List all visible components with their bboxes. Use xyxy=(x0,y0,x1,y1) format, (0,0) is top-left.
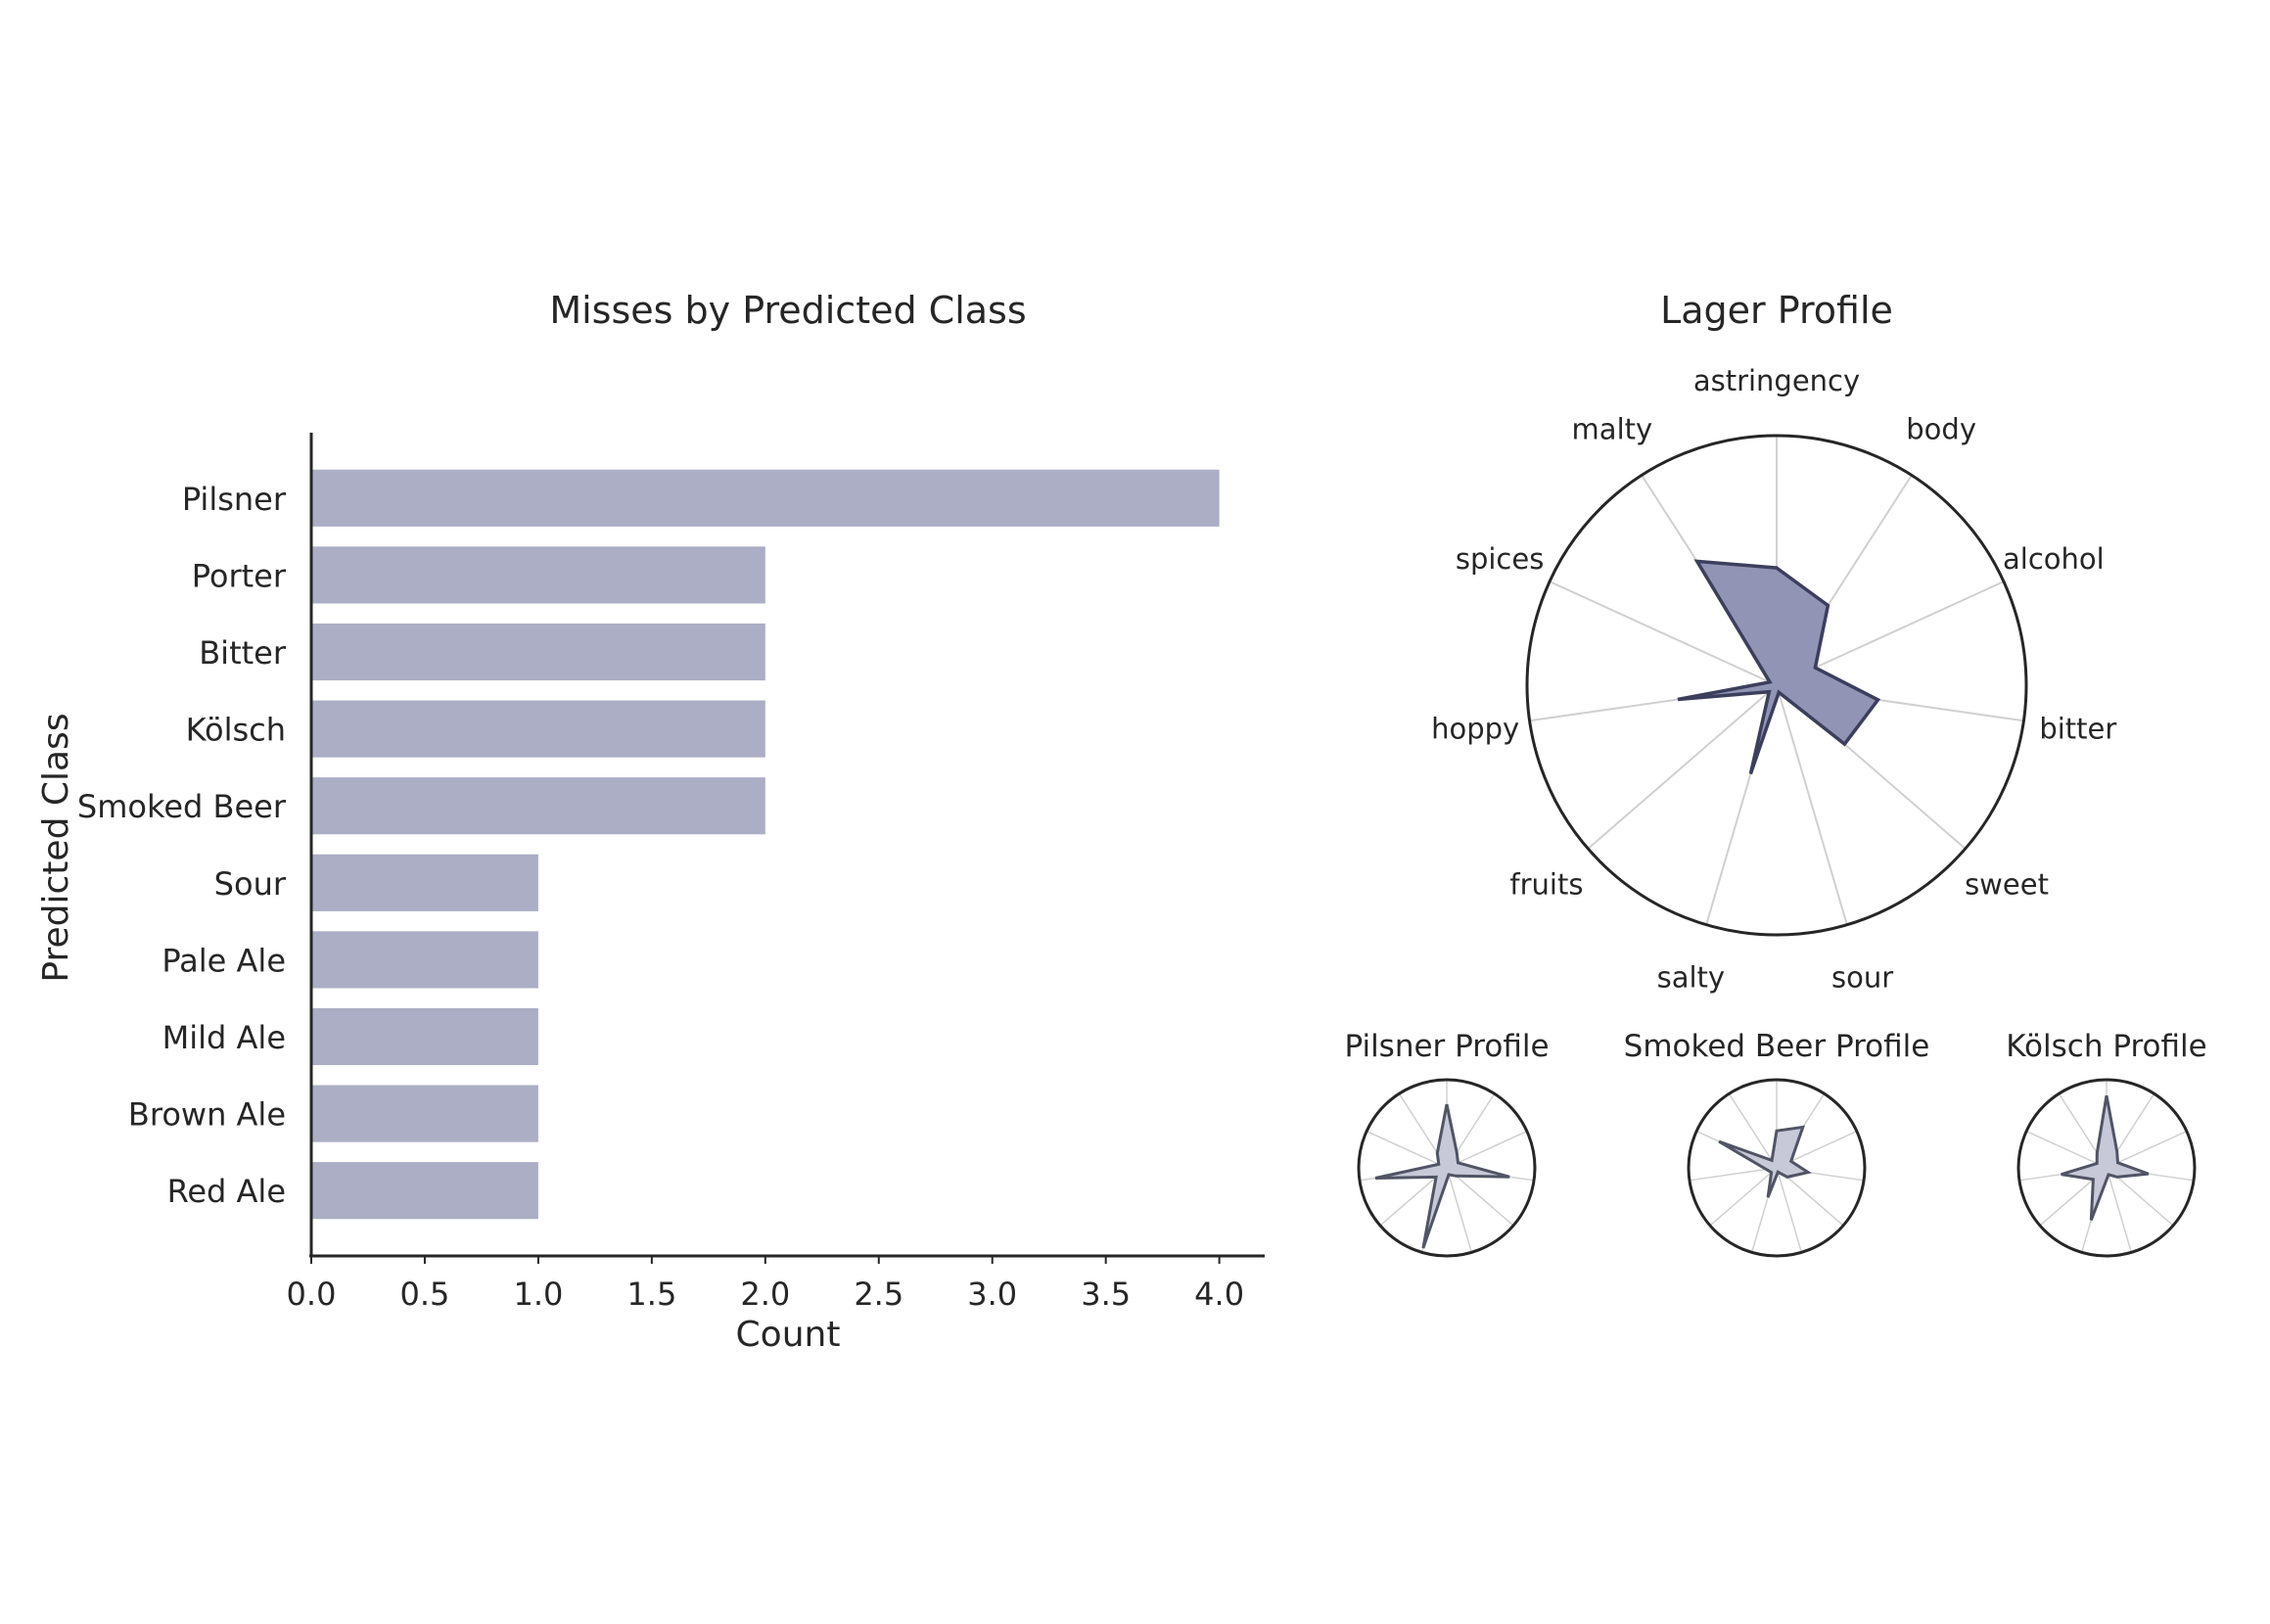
spoke-fruits xyxy=(1587,684,1778,850)
bar-red-ale xyxy=(311,1162,538,1220)
kolsch-radar-title: Kölsch Profile xyxy=(2006,1029,2206,1064)
y-tick-label-bitter: Bitter xyxy=(199,634,287,672)
spoke-sour xyxy=(1776,684,1848,925)
lager-radar-plot: astringency body alcohol bitter sweet sour sal… xyxy=(1431,364,2116,994)
bar-kolsch xyxy=(311,700,765,758)
pilsner-radar-title: Pilsner Profile xyxy=(1344,1029,1549,1064)
bar-porter xyxy=(311,546,765,604)
radar-outline xyxy=(1357,1078,1537,1258)
spoke-alcohol xyxy=(2106,1130,2188,1169)
radar-outline xyxy=(2016,1078,2197,1258)
radar-label-sweet: sweet xyxy=(1965,868,2049,902)
y-tick-label-porter: Porter xyxy=(192,557,287,594)
radar-label-spices: spices xyxy=(1456,542,1544,576)
radar-label-alcohol: alcohol xyxy=(2003,542,2105,576)
bar-smoked-beer xyxy=(311,777,765,835)
bar-sour xyxy=(311,854,538,911)
x-tick-label: 3.0 xyxy=(967,1276,1017,1313)
bar-mild-ale xyxy=(311,1007,538,1066)
spoke-spices xyxy=(1366,1130,1448,1169)
spoke-malty xyxy=(1728,1092,1778,1169)
x-tick-label: 3.5 xyxy=(1081,1276,1131,1313)
pilsner-radar-plot xyxy=(1357,1078,1537,1258)
spoke-hoppy xyxy=(1689,1167,1778,1182)
y-tick-label-kolsch: Kölsch xyxy=(186,712,286,749)
radar-outline xyxy=(1687,1078,1867,1258)
lager-radar-title: Lager Profile xyxy=(1660,289,1893,332)
radar-label-body: body xyxy=(1906,412,1976,445)
spoke-alcohol xyxy=(1446,1130,1528,1169)
radar-label-hoppy: hoppy xyxy=(1431,712,1519,745)
x-tick-label: 0.5 xyxy=(400,1276,450,1313)
y-tick-label-red-ale: Red Ale xyxy=(167,1173,286,1210)
y-tick-labels: Pilsner Porter Bitter Kölsch Smoked Beer Sour… xyxy=(77,481,287,1210)
kolsch-radar: Kölsch Profile xyxy=(2006,1029,2207,1258)
x-axis-label: Count xyxy=(736,1315,841,1355)
radar-polygon xyxy=(1677,559,1881,775)
spoke-fruits xyxy=(1709,1167,1778,1227)
radar-label-sour: sour xyxy=(1831,960,1893,994)
x-tick-label: 1.5 xyxy=(626,1276,676,1313)
y-tick-label-sour: Sour xyxy=(214,865,287,903)
y-tick-label-mild-ale: Mild Ale xyxy=(162,1019,286,1056)
y-axis-label: Predicted Class xyxy=(36,713,76,982)
bar-pilsner xyxy=(311,469,1220,527)
x-tick-label: 0.0 xyxy=(287,1276,337,1313)
bar-chart: Misses by Predicted Class 0.0 0.5 1.0 1.5 2.… xyxy=(36,289,1265,1355)
bar-chart-title: Misses by Predicted Class xyxy=(549,289,1026,332)
x-tick-label: 1.0 xyxy=(513,1276,563,1313)
smoked-beer-radar-title: Smoked Beer Profile xyxy=(1624,1029,1930,1064)
radar-label-salty: salty xyxy=(1657,960,1725,994)
radar-polygon xyxy=(1374,1103,1510,1249)
radar-polygon xyxy=(1718,1125,1812,1198)
x-tick-label: 2.0 xyxy=(740,1276,790,1313)
y-tick-label-brown-ale: Brown Ale xyxy=(128,1096,286,1134)
bar-plot-area xyxy=(311,469,1220,1220)
smoked-beer-radar-plot xyxy=(1687,1078,1867,1258)
radar-label-astringency: astringency xyxy=(1693,364,1860,397)
radar-label-bitter: bitter xyxy=(2039,712,2116,745)
lager-radar: Lager Profile astringency body alcohol bitt… xyxy=(1431,289,2116,994)
y-tick-label-pilsner: Pilsner xyxy=(182,481,287,518)
spoke-sour xyxy=(1776,1167,1803,1253)
radar-outline xyxy=(1525,434,2028,937)
y-tick-label-smoked-beer: Smoked Beer xyxy=(77,788,287,825)
y-tick-label-pale-ale: Pale Ale xyxy=(162,942,286,979)
bar-bitter xyxy=(311,623,765,681)
spoke-sour xyxy=(1446,1167,1473,1253)
x-tick-label: 2.5 xyxy=(854,1276,903,1313)
bar-brown-ale xyxy=(311,1085,538,1142)
x-tick-labels: 0.0 0.5 1.0 1.5 2.0 2.5 3.0 3.5 4.0 xyxy=(287,1256,1244,1313)
pilsner-radar: Pilsner Profile xyxy=(1344,1029,1550,1258)
spoke-spices xyxy=(1549,580,1778,686)
kolsch-radar-plot xyxy=(2016,1078,2197,1258)
bar-pale-ale xyxy=(311,931,538,989)
x-tick-label: 4.0 xyxy=(1194,1276,1244,1313)
smoked-beer-radar: Smoked Beer Profile xyxy=(1624,1029,1930,1258)
radar-label-malty: malty xyxy=(1572,412,1653,445)
spoke-spices xyxy=(2025,1130,2108,1169)
spoke-sour xyxy=(2106,1167,2133,1253)
radar-polygon xyxy=(2061,1094,2150,1222)
radar-label-fruits: fruits xyxy=(1509,868,1583,902)
